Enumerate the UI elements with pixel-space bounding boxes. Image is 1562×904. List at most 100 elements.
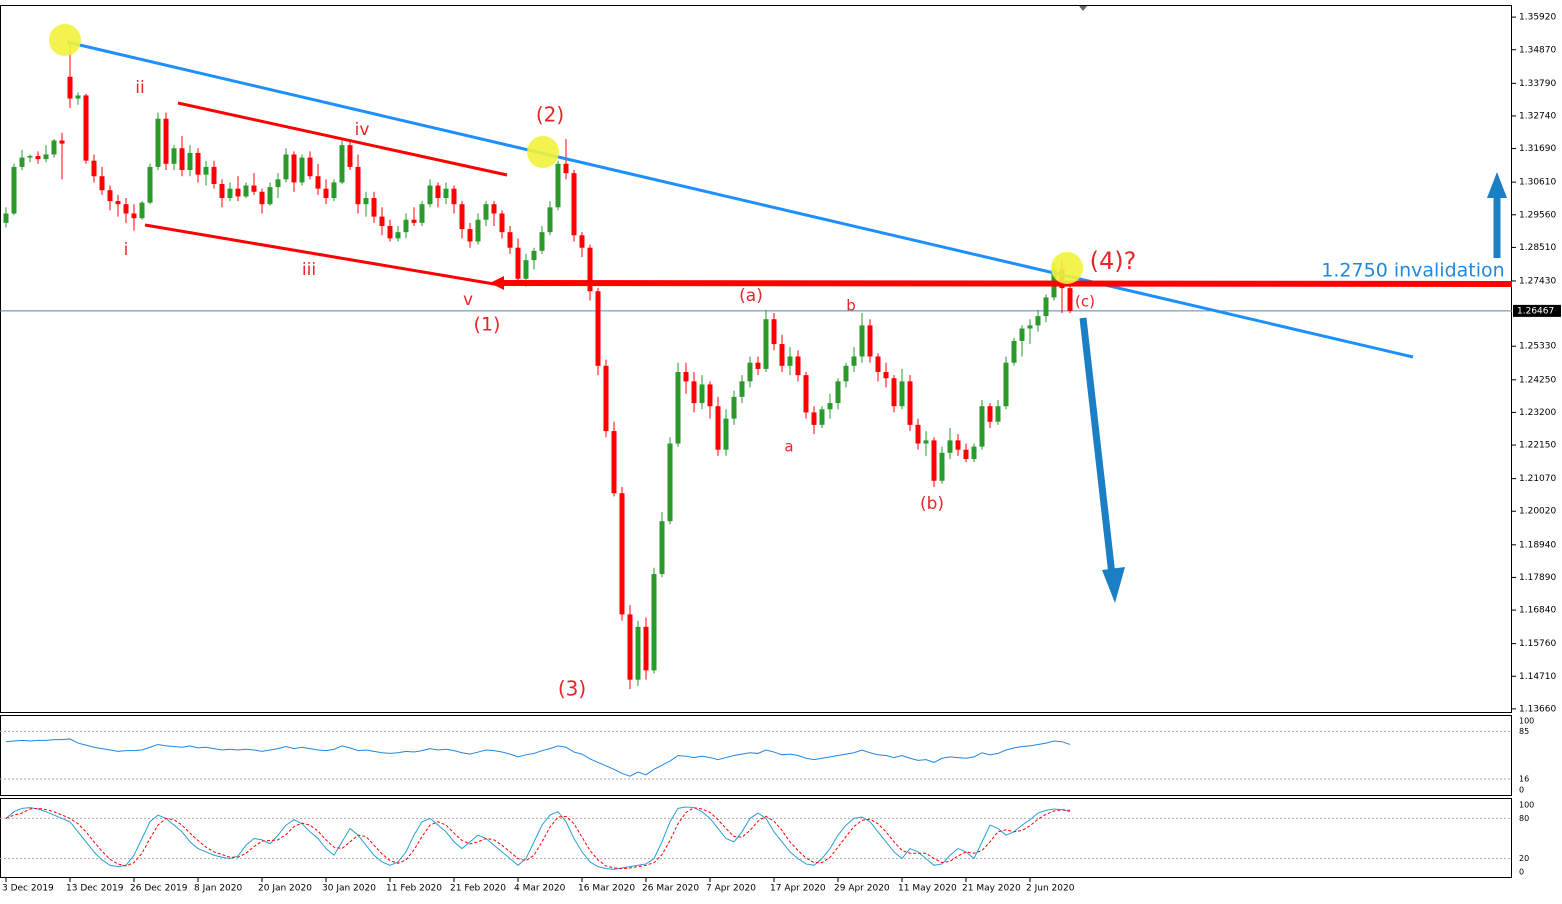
pivot-circle (527, 136, 559, 168)
candle-body (851, 356, 857, 366)
y-tick-label: 1.27430 (1519, 276, 1556, 286)
candle-body (163, 118, 169, 164)
wave-label: a (784, 438, 793, 456)
y-tick-label: 1.34870 (1519, 45, 1556, 55)
candle-body (771, 319, 777, 345)
y-tick-label: 20 (1519, 854, 1529, 863)
wave-label: (2) (536, 103, 564, 127)
wave-label: i (124, 240, 129, 260)
candle-body (1035, 316, 1041, 326)
y-tick-label: 1.33790 (1519, 79, 1556, 89)
pivot-circle (1051, 252, 1083, 284)
invalidation-arrowhead (490, 276, 504, 290)
down-arrow (1079, 317, 1116, 576)
candle-body (251, 185, 257, 192)
candle-body (819, 409, 825, 425)
wave-label: (b) (920, 494, 944, 514)
invalidation-line (499, 280, 1513, 287)
candle-body (507, 232, 513, 248)
candle-body (763, 319, 769, 369)
candle-body (603, 365, 609, 432)
y-tick-label: 1.25330 (1519, 342, 1556, 352)
candle-body (787, 356, 793, 366)
x-tick-label: 4 Mar 2020 (514, 884, 566, 894)
wave-label: iii (302, 260, 316, 280)
candle-body (1003, 362, 1009, 407)
candle-body (35, 156, 41, 160)
candle-body (963, 449, 969, 460)
candle-body (947, 440, 953, 453)
candle-body (891, 378, 897, 407)
candles (0, 41, 1512, 690)
candle-body (779, 344, 785, 366)
candle-body (291, 154, 297, 183)
indicator-line (5, 738, 1071, 777)
y-tick-label: 100 (1519, 717, 1534, 726)
pivot-circle (49, 24, 81, 56)
candle-body (59, 140, 65, 144)
candle-body (723, 418, 729, 450)
x-tick-label: 3 Dec 2019 (2, 884, 54, 894)
candle-body (907, 381, 913, 425)
wave-label: ii (135, 78, 144, 98)
candle-body (595, 291, 601, 366)
candle-body (867, 325, 873, 357)
candle-body (323, 188, 329, 198)
down-arrowhead (1102, 567, 1125, 603)
candle-body (299, 157, 305, 183)
wave-label: b (846, 297, 856, 315)
candle-body (451, 188, 457, 205)
y-tick-label: 85 (1519, 727, 1529, 736)
candle-body (195, 152, 201, 175)
indicator-line (5, 807, 1071, 870)
candle-body (403, 219, 409, 233)
x-tick-label: 7 Apr 2020 (706, 884, 756, 894)
candle-body (515, 247, 521, 279)
candle-body (99, 176, 105, 191)
candle-body (235, 188, 241, 197)
candle-body (971, 446, 977, 460)
candle-body (3, 213, 9, 223)
candle-body (491, 204, 497, 214)
candle-body (755, 362, 761, 369)
y-tick-label: 1.21070 (1519, 474, 1556, 484)
candle-body (43, 154, 49, 160)
candle-body (379, 216, 385, 226)
candle-body (899, 381, 905, 407)
indicator-line (5, 806, 1071, 870)
candle-body (683, 372, 689, 382)
candle-body (811, 412, 817, 425)
y-tick-label: 1.35920 (1519, 13, 1556, 23)
candle-body (203, 166, 209, 175)
x-tick-label: 20 Jan 2020 (258, 884, 312, 894)
candle-body (803, 375, 809, 413)
x-tick-label: 11 May 2020 (898, 884, 957, 894)
candle-body (827, 403, 833, 410)
candle-body (499, 213, 505, 233)
x-tick-label: 13 Dec 2019 (66, 884, 124, 894)
candle-body (171, 148, 177, 164)
candle-body (843, 365, 849, 382)
candle-body (883, 372, 889, 379)
candle-body (555, 163, 561, 208)
candle-body (75, 95, 81, 99)
candle-body (339, 145, 345, 183)
candle-body (619, 493, 625, 615)
candle-body (587, 247, 593, 292)
candle-body (659, 521, 665, 575)
candle-body (363, 197, 369, 205)
wave-label: v (463, 290, 473, 310)
y-tick-label: 100 (1519, 801, 1534, 810)
last-price-box (1513, 304, 1561, 317)
y-tick-label: 1.23200 (1519, 408, 1556, 418)
candle-body (187, 152, 193, 171)
candle-body (579, 235, 585, 248)
last-price-label: 1.26467 (1517, 306, 1554, 316)
candle-body (419, 204, 425, 223)
candle-body (859, 325, 865, 357)
candle-body (19, 157, 25, 167)
wave-label: (1) (474, 314, 501, 336)
candle-body (1019, 328, 1025, 341)
candle-body (107, 190, 113, 202)
x-tick-label: 2 Jun 2020 (1026, 884, 1075, 894)
